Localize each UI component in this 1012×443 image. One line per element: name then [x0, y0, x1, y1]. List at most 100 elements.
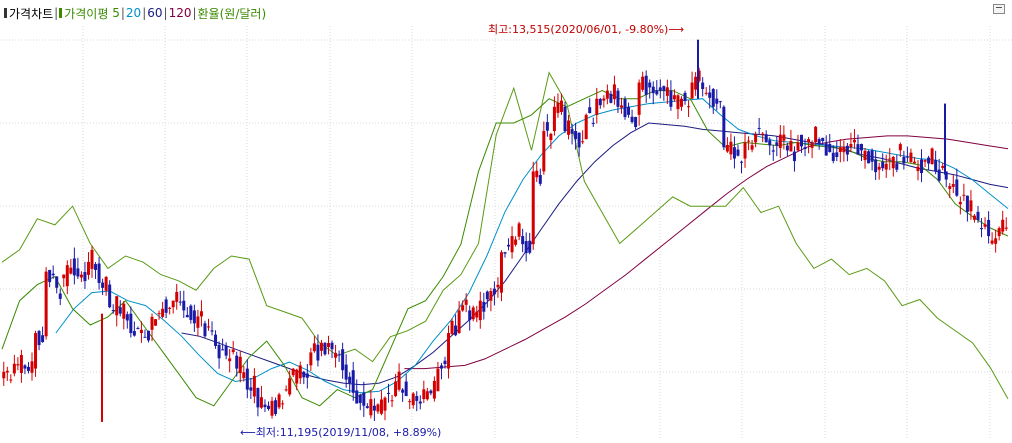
- candle-body: [454, 325, 458, 336]
- candle-body: [175, 291, 179, 302]
- candle-body: [150, 316, 154, 330]
- candle-body: [415, 396, 419, 401]
- candle-body: [302, 371, 306, 378]
- candle-body: [905, 156, 909, 158]
- candle-body: [619, 105, 623, 108]
- candle-body: [962, 194, 966, 196]
- legend-separator: |: [192, 6, 197, 20]
- candle-body: [524, 241, 528, 254]
- candle-body: [761, 133, 765, 135]
- candle-body: [715, 98, 719, 104]
- candle-body: [291, 368, 295, 376]
- candle-body: [319, 342, 323, 351]
- candle-body: [277, 394, 281, 408]
- candle-body: [909, 152, 913, 163]
- candle-body: [383, 397, 387, 411]
- candle-body: [627, 106, 631, 115]
- candle-body: [161, 308, 165, 317]
- candle-body: [157, 313, 161, 315]
- candle-body: [577, 132, 581, 148]
- candle-body: [30, 361, 34, 373]
- candle-body: [192, 310, 196, 324]
- legend-price-chart[interactable]: 가격차트: [9, 6, 54, 21]
- candle-body: [559, 100, 563, 112]
- legend-ma60[interactable]: 60: [147, 6, 163, 20]
- candle-body: [828, 143, 832, 153]
- fx-line: [1, 71, 1009, 400]
- candle-body: [602, 98, 606, 101]
- candle-body: [598, 99, 602, 106]
- candle-body: [72, 258, 76, 276]
- ma20-line: [55, 98, 1009, 394]
- candle-body: [849, 143, 853, 148]
- candle-body: [1004, 227, 1008, 229]
- candle-body: [807, 139, 811, 143]
- candle-body: [722, 106, 726, 148]
- candle-body: [927, 157, 931, 164]
- candle-body: [365, 406, 369, 408]
- candle-body: [492, 288, 496, 295]
- candle-body: [341, 349, 345, 371]
- legend-fx[interactable]: 환율(원/달러): [197, 6, 267, 21]
- legend-disparity[interactable]: 가격이평: [64, 6, 109, 21]
- candle-body: [125, 314, 129, 321]
- candle-body: [507, 244, 511, 247]
- candle-body: [965, 195, 969, 212]
- candle-body: [754, 134, 758, 143]
- candle-body: [16, 364, 20, 366]
- legend-ma5[interactable]: 5: [112, 6, 120, 20]
- candle-body: [394, 381, 398, 397]
- candle-body: [334, 352, 338, 358]
- candle-body: [881, 161, 885, 169]
- candle-body: [69, 267, 73, 274]
- candle-body: [835, 152, 839, 157]
- candle-body: [651, 86, 655, 94]
- legend-separator: |: [120, 6, 125, 20]
- candle-body: [969, 200, 973, 212]
- candle-body: [210, 330, 214, 332]
- candle-body: [23, 365, 27, 369]
- candle-body: [76, 268, 80, 277]
- minimize-button[interactable]: [993, 4, 1005, 14]
- legend-ma20[interactable]: 20: [125, 6, 142, 20]
- candle-body: [739, 161, 743, 163]
- candle-body: [482, 301, 486, 312]
- candle-body: [185, 314, 189, 318]
- candle-body: [196, 316, 200, 328]
- candle-body: [845, 145, 849, 155]
- candle-body: [86, 261, 90, 275]
- candle-body: [644, 75, 648, 95]
- candle-body: [976, 211, 980, 220]
- candle-body: [701, 82, 705, 90]
- ma120-line: [404, 135, 1009, 370]
- candle-body: [958, 201, 962, 205]
- candle-body: [729, 141, 733, 155]
- candle-body: [708, 92, 712, 98]
- candle-body: [9, 379, 13, 381]
- candle-body: [510, 236, 514, 253]
- candle-body: [581, 141, 585, 143]
- candle-body: [337, 354, 341, 356]
- candle-body: [757, 127, 761, 129]
- candle-body: [457, 310, 461, 334]
- candle-body: [432, 380, 436, 399]
- candle-body: [90, 249, 94, 269]
- candle-body: [295, 369, 299, 384]
- legend-ma120[interactable]: 120: [168, 6, 192, 20]
- candle-body: [895, 163, 899, 170]
- candle-body: [146, 330, 150, 341]
- candle-body: [842, 146, 846, 153]
- candle-body: [912, 161, 916, 164]
- candle-body: [867, 151, 871, 164]
- candle-body: [496, 284, 500, 288]
- candle-body: [411, 393, 415, 406]
- candle-body: [132, 331, 136, 336]
- candle-body: [884, 163, 888, 170]
- candle-body: [877, 166, 881, 170]
- candle-body: [129, 313, 133, 334]
- candle-body: [990, 240, 994, 244]
- candle-body: [750, 145, 754, 150]
- legend-separator: |: [54, 6, 59, 20]
